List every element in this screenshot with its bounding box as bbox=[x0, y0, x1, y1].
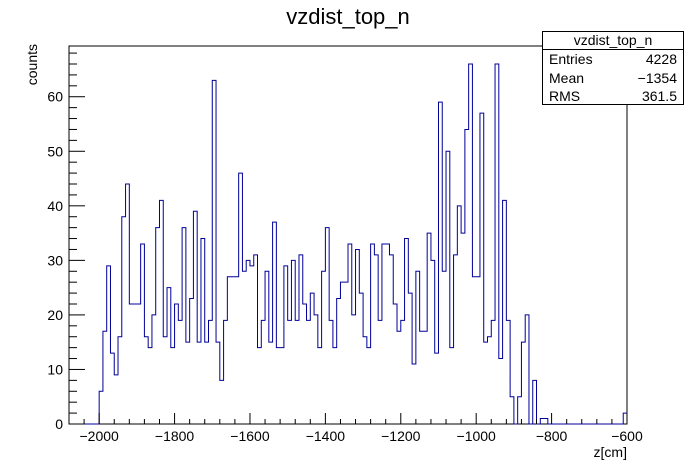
y-tick-label: 50 bbox=[47, 143, 63, 159]
x-tick-label: −1200 bbox=[381, 428, 421, 444]
chart-title: vzdist_top_n bbox=[286, 4, 410, 29]
stats-row-rms: RMS 361.5 bbox=[543, 87, 683, 106]
stats-value: −1354 bbox=[637, 69, 677, 86]
x-tick-label: −2000 bbox=[79, 428, 119, 444]
y-tick-label: 0 bbox=[55, 416, 63, 432]
plot-frame bbox=[68, 45, 628, 425]
stats-label: Mean bbox=[549, 69, 585, 86]
x-tick-label: −1400 bbox=[306, 428, 346, 444]
x-tick-label: −1800 bbox=[155, 428, 195, 444]
tick-marks bbox=[68, 52, 628, 425]
x-tick-label: −1000 bbox=[457, 428, 497, 444]
y-tick-label: 10 bbox=[47, 361, 63, 377]
stats-label: RMS bbox=[549, 88, 581, 104]
stats-value: 4228 bbox=[645, 51, 677, 67]
stats-value: 361.5 bbox=[641, 88, 677, 104]
x-tick-label: −1600 bbox=[230, 428, 270, 444]
y-tick-label: 60 bbox=[47, 89, 63, 105]
x-tick-label: −600 bbox=[611, 428, 643, 444]
stats-title: vzdist_top_n bbox=[543, 32, 683, 50]
tick-labels: −2000 −1800 −1600 −1400 −1200 −1000 −800 −600 0 1… bbox=[47, 89, 643, 444]
stats-row-mean: Mean −1354 bbox=[543, 69, 683, 88]
y-axis-label: counts bbox=[24, 44, 40, 85]
stats-box: vzdist_top_n Entries 4228 Mean −1354 RMS… bbox=[542, 31, 684, 105]
x-axis-label: z[cm] bbox=[594, 444, 627, 460]
y-tick-label: 40 bbox=[47, 198, 63, 214]
x-tick-label: −800 bbox=[536, 428, 568, 444]
y-tick-label: 30 bbox=[47, 252, 63, 268]
stats-row-entries: Entries 4228 bbox=[543, 50, 683, 69]
axes bbox=[68, 45, 628, 425]
y-tick-label: 20 bbox=[47, 307, 63, 323]
histogram-line bbox=[69, 63, 627, 425]
stats-label: Entries bbox=[549, 51, 593, 67]
